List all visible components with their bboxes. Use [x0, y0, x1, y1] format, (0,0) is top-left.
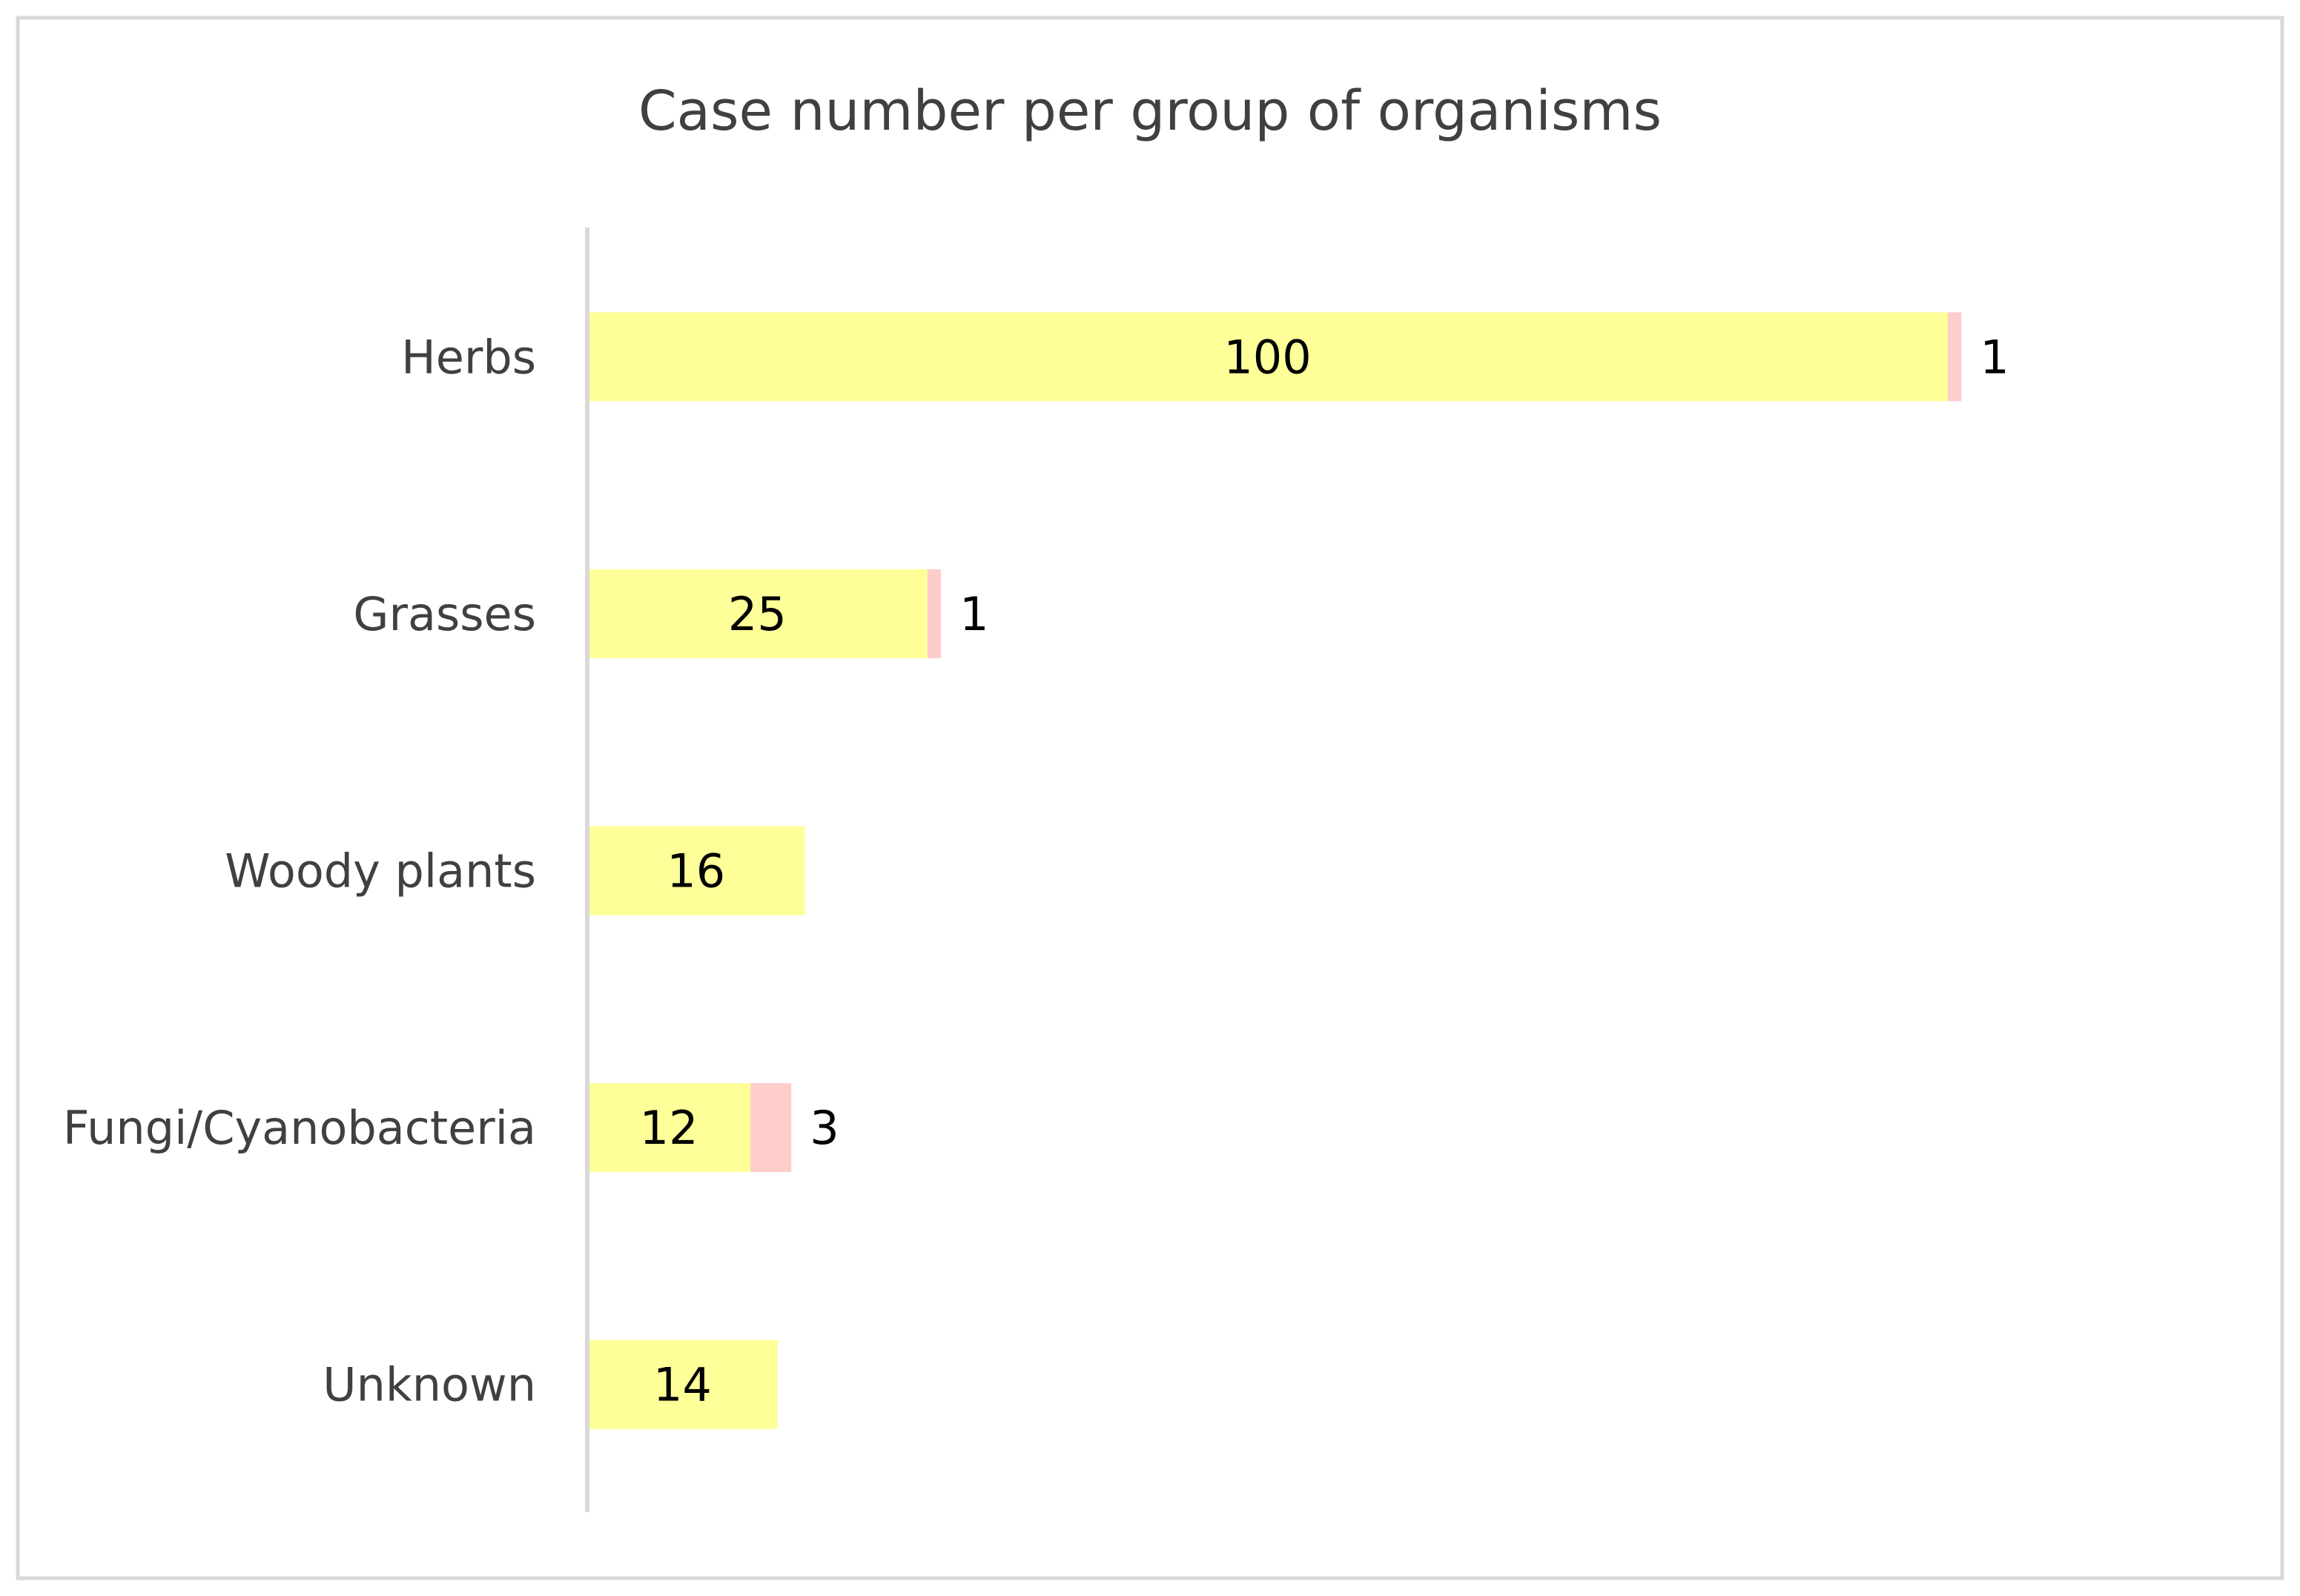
bar-segment [587, 1083, 751, 1173]
chart-frame [16, 16, 2284, 1580]
chart-title: Case number per group of organisms [638, 79, 1662, 143]
bar-segment [1948, 312, 1962, 402]
data-label: 3 [810, 1101, 839, 1155]
category-label: Unknown [323, 1358, 536, 1412]
bar-segment [927, 569, 942, 658]
bar-segment [750, 1083, 792, 1173]
data-label: 12 [640, 1101, 698, 1155]
data-label: 100 [1223, 330, 1311, 384]
data-label: 25 [728, 587, 787, 641]
category-label: Fungi/Cyanobacteria [63, 1101, 536, 1155]
bar-segment [587, 826, 805, 915]
category-label: Herbs [401, 330, 536, 384]
data-label: 1 [959, 587, 988, 641]
category-label: Grasses [353, 587, 536, 641]
bar-segment [587, 312, 1948, 402]
bars: Herbs 100 1 Grasses 25 1 Woody plants 16 Fungi/C… [63, 312, 2009, 1429]
category-label: Woody plants [225, 844, 536, 898]
data-label: 16 [667, 844, 725, 898]
data-label: 14 [653, 1358, 712, 1412]
bar-segment [587, 569, 928, 658]
bar-segment [587, 1340, 778, 1429]
data-label: 1 [1980, 330, 2009, 384]
